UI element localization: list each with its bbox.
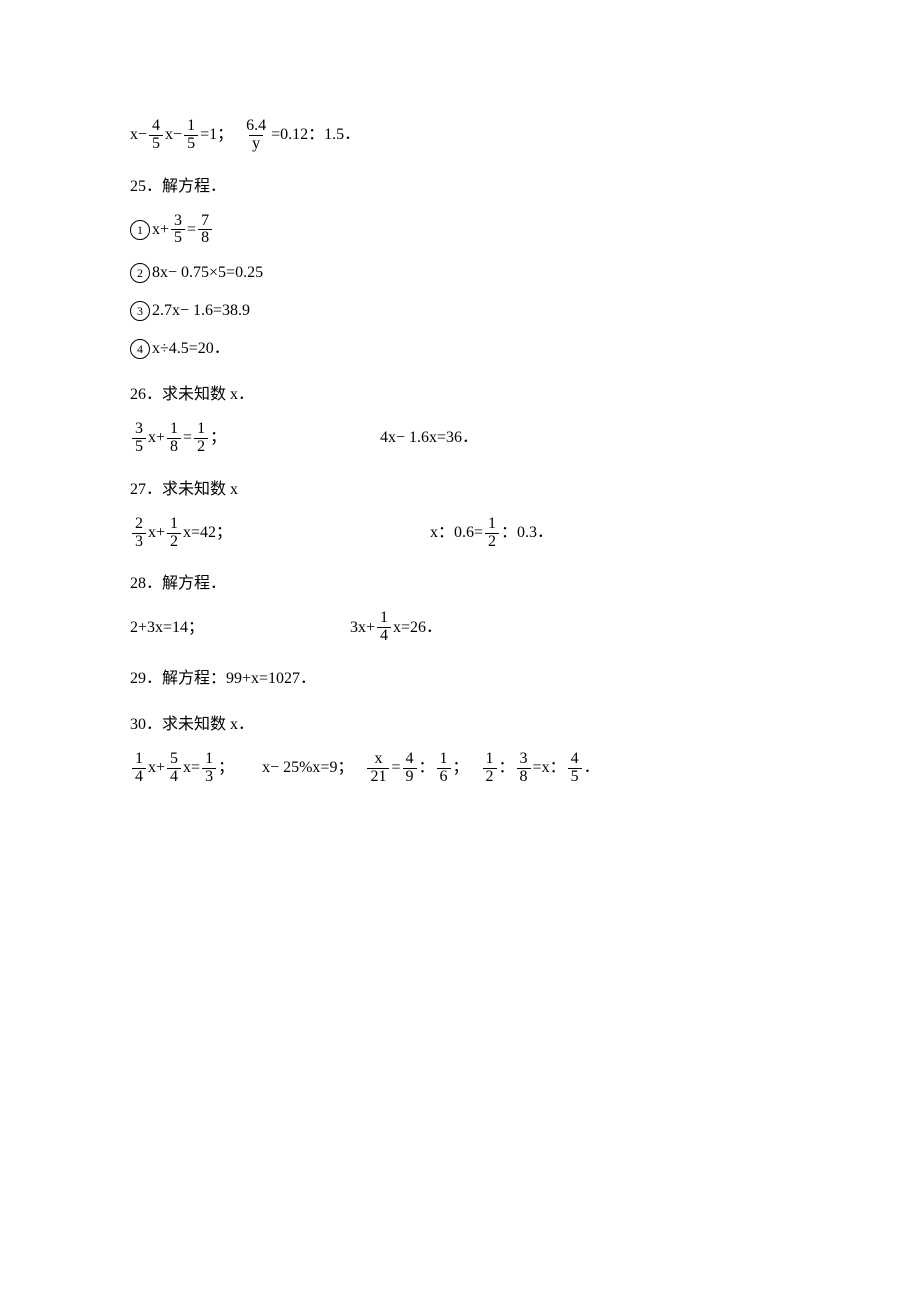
problem-27-right: x：0.6= 1 2 ：0.3． bbox=[430, 516, 553, 551]
problem-25-4: 4 x÷4.5=20． bbox=[130, 337, 790, 361]
fraction: x 21 bbox=[367, 751, 389, 786]
circled-number-icon: 2 bbox=[130, 263, 150, 283]
fraction: 1 4 bbox=[377, 610, 391, 645]
fraction: 4 5 bbox=[149, 118, 163, 153]
eq-text: x− bbox=[130, 123, 147, 147]
fraction: 1 6 bbox=[437, 751, 451, 786]
document-page: x− 4 5 x− 1 5 =1； 6.4 y =0.12：1.5． 25．解方… bbox=[0, 0, 920, 1000]
fraction: 2 3 bbox=[132, 516, 146, 551]
problem-28-right: 3x+ 1 4 x=26． bbox=[350, 610, 442, 645]
fraction: 3 5 bbox=[171, 213, 185, 248]
problem-title: 26．求未知数 x． bbox=[130, 383, 790, 407]
problem-25: 25．解方程． 1 x+ 3 5 = 7 8 2 8x− 0.75×5=0.25… bbox=[130, 175, 790, 362]
problem-27: 27．求未知数 x 2 3 x+ 1 2 x=42； x：0.6= 1 2 bbox=[130, 478, 790, 551]
problem-29: 29．解方程：99+x=1027． bbox=[130, 667, 790, 691]
problem-24-equations: x− 4 5 x− 1 5 =1； 6.4 y =0.12：1.5． bbox=[130, 118, 790, 153]
fraction: 7 8 bbox=[198, 213, 212, 248]
problem-28: 28．解方程． 2+3x=14； 3x+ 1 4 x=26． bbox=[130, 572, 790, 645]
fraction: 1 3 bbox=[202, 751, 216, 786]
problem-title: 27．求未知数 x bbox=[130, 478, 790, 502]
problem-30: 30．求未知数 x． 1 4 x+ 5 4 x= 1 3 ； x− 25%x=9… bbox=[130, 713, 790, 786]
fraction: 1 2 bbox=[483, 751, 497, 786]
problem-26-left: 3 5 x+ 1 8 = 1 2 ； bbox=[130, 421, 380, 456]
problem-30-equations: 1 4 x+ 5 4 x= 1 3 ； x− 25%x=9； x 21 bbox=[130, 751, 790, 786]
fraction: 1 8 bbox=[167, 421, 181, 456]
problem-25-2: 2 8x− 0.75×5=0.25 bbox=[130, 261, 790, 285]
eq-text: =0.12：1.5． bbox=[271, 123, 360, 147]
circled-number-icon: 1 bbox=[130, 220, 150, 240]
fraction: 1 2 bbox=[167, 516, 181, 551]
problem-25-3: 3 2.7x− 1.6=38.9 bbox=[130, 299, 790, 323]
problem-title: 30．求未知数 x． bbox=[130, 713, 790, 737]
fraction: 3 5 bbox=[132, 421, 146, 456]
eq-text: x− bbox=[165, 123, 182, 147]
problem-title: 28．解方程． bbox=[130, 572, 790, 596]
problem-title: 29．解方程：99+x=1027． bbox=[130, 667, 790, 691]
fraction: 1 2 bbox=[194, 421, 208, 456]
fraction: 3 8 bbox=[517, 751, 531, 786]
fraction: 1 2 bbox=[485, 516, 499, 551]
fraction: 4 9 bbox=[403, 751, 417, 786]
problem-26: 26．求未知数 x． 3 5 x+ 1 8 = 1 2 ； bbox=[130, 383, 790, 456]
fraction: 1 5 bbox=[184, 118, 198, 153]
problem-26-right: 4x− 1.6x=36． bbox=[380, 426, 478, 450]
circled-number-icon: 4 bbox=[130, 339, 150, 359]
fraction: 1 4 bbox=[132, 751, 146, 786]
eq-text: =1； bbox=[200, 123, 233, 147]
problem-28-left: 2+3x=14； bbox=[130, 616, 350, 640]
problem-title: 25．解方程． bbox=[130, 175, 790, 199]
fraction: 4 5 bbox=[568, 751, 582, 786]
problem-27-left: 2 3 x+ 1 2 x=42； bbox=[130, 516, 430, 551]
fraction: 6.4 y bbox=[243, 118, 269, 153]
circled-number-icon: 3 bbox=[130, 301, 150, 321]
problem-25-1: 1 x+ 3 5 = 7 8 bbox=[130, 213, 790, 248]
fraction: 5 4 bbox=[167, 751, 181, 786]
